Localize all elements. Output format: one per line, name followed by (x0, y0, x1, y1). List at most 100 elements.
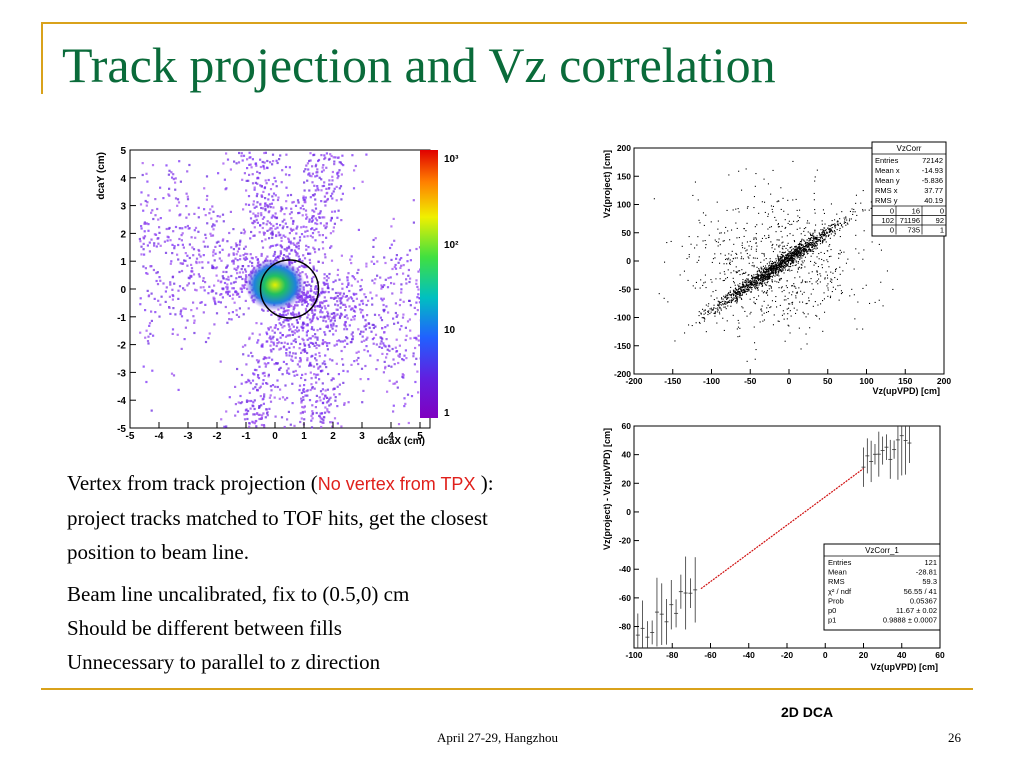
heatmap-cell (302, 389, 305, 392)
heatmap-cell (315, 394, 318, 397)
heatmap-cell (301, 259, 304, 263)
scatter-point (807, 250, 809, 252)
heatmap-cell (305, 213, 308, 216)
scatter-point (663, 297, 665, 299)
scatter-point (760, 282, 762, 284)
heatmap-cell (416, 309, 419, 312)
scatter-point (820, 303, 822, 305)
scatter-point (775, 219, 777, 221)
heatmap-cell (243, 232, 246, 235)
heatmap-cell (407, 421, 410, 425)
heatmap-cell (248, 399, 251, 403)
heatmap-cell (296, 252, 299, 255)
heatmap-cell (240, 290, 244, 293)
scatter-point (822, 209, 824, 211)
scatter-point (773, 269, 775, 271)
heatmap-cell (270, 216, 273, 219)
scatter-point (821, 223, 823, 225)
heatmap-cell (297, 212, 300, 215)
x-tick-label: 200 (937, 376, 951, 386)
scatter-point (814, 245, 816, 247)
heatmap-cell (264, 197, 267, 200)
scatter-point (783, 265, 785, 267)
heatmap-cell (372, 326, 375, 330)
heatmap-cell (277, 196, 280, 199)
scatter-point (697, 236, 699, 238)
scatter-point (804, 234, 806, 236)
scatter-point (821, 258, 823, 260)
heatmap-cell (262, 402, 265, 405)
heatmap-cell (324, 389, 327, 392)
heatmap-cell (287, 410, 290, 413)
heatmap-cell (150, 238, 153, 241)
scatter-point (839, 284, 841, 286)
scatter-point (743, 272, 745, 274)
heatmap-cell (325, 187, 328, 190)
heatmap-cell (382, 303, 385, 307)
scatter-point (815, 224, 817, 226)
heatmap-cell (188, 163, 191, 167)
scatter-point (809, 327, 811, 329)
heatmap-cell (281, 396, 285, 399)
heatmap-cell (264, 202, 267, 205)
heatmap-cell (263, 167, 266, 170)
heatmap-cell (257, 359, 261, 362)
heatmap-cell (303, 342, 306, 345)
heatmap-cell (299, 420, 302, 424)
heatmap-cell (314, 336, 317, 339)
heatmap-cell (399, 266, 402, 269)
scatter-point (774, 280, 776, 282)
heatmap-cell (400, 325, 403, 328)
heatmap-cell (299, 357, 302, 360)
scatter-point (753, 207, 755, 209)
scatter-point (752, 262, 754, 264)
heatmap-cell (299, 342, 302, 346)
heatmap-cell (242, 257, 246, 260)
heatmap-cell (291, 359, 294, 362)
scatter-point (769, 268, 771, 270)
x-tick-label: -100 (625, 650, 642, 660)
heatmap-cell (255, 369, 258, 372)
heatmap-cell (313, 229, 316, 232)
scatter-point (759, 271, 761, 273)
heatmap-cell (140, 191, 143, 194)
heatmap-cell (285, 200, 288, 203)
heatmap-cell (269, 161, 272, 164)
scatter-point (835, 288, 837, 290)
scatter-point (781, 314, 783, 316)
scatter-point (785, 258, 787, 260)
heatmap-cell (219, 281, 222, 284)
scatter-point (763, 277, 765, 279)
heatmap-cell (309, 298, 312, 301)
scatter-point (720, 308, 722, 310)
scatter-point (784, 262, 786, 264)
scatter-point (759, 275, 761, 277)
y-tick-label: 0 (626, 256, 631, 266)
heatmap-cell (293, 243, 296, 246)
heatmap-cell (282, 234, 285, 237)
scatter-point (779, 278, 781, 280)
scatter-point (773, 267, 775, 269)
heatmap-cell (326, 310, 329, 313)
heatmap-cell (390, 282, 393, 285)
heatmap-cell (184, 226, 187, 229)
heatmap-cell (151, 369, 154, 372)
y-tick-label: -60 (619, 593, 632, 603)
heatmap-cell (142, 209, 145, 212)
heatmap-cell (346, 317, 349, 320)
scatter-point (754, 281, 756, 283)
heatmap-cell (278, 348, 281, 351)
heatmap-cell (393, 322, 396, 325)
scatter-point (804, 281, 806, 283)
scatter-point (756, 257, 758, 259)
scatter-point (771, 261, 773, 263)
scatter-point (748, 290, 750, 292)
y-tick-label: 1 (120, 257, 126, 268)
scatter-point (748, 284, 750, 286)
scatter-point (747, 286, 749, 288)
heatmap-cell (305, 275, 308, 278)
heatmap-cell (235, 309, 238, 312)
scatter-point (728, 253, 730, 255)
